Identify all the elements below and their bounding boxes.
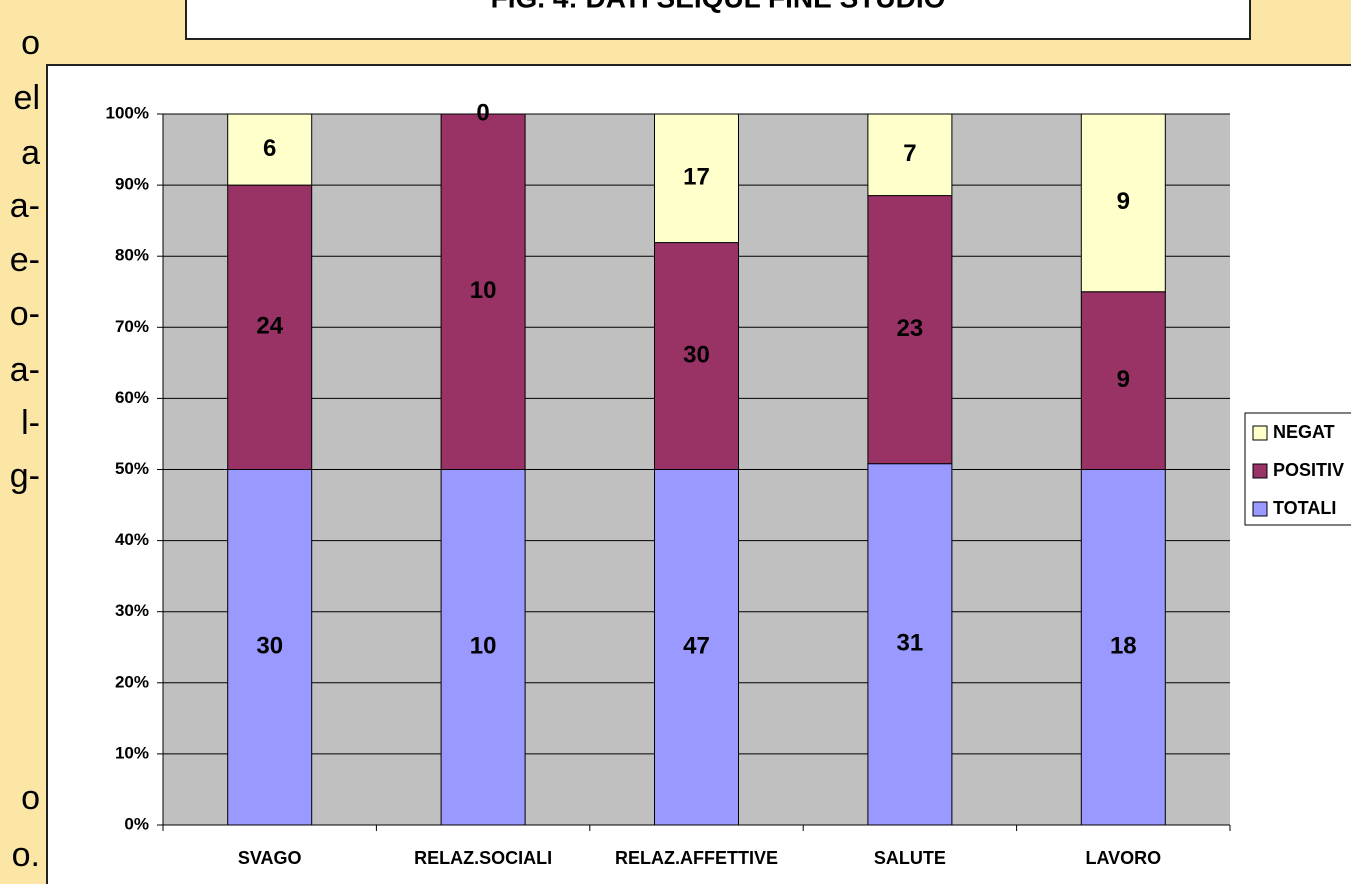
x-tick-label: SVAGO xyxy=(238,848,302,868)
y-tick-label: 80% xyxy=(115,246,149,265)
y-tick-label: 50% xyxy=(115,459,149,478)
data-label: 9 xyxy=(1117,188,1130,215)
legend-swatch xyxy=(1252,501,1268,517)
legend-swatch xyxy=(1252,425,1268,441)
side-text: el xyxy=(14,79,40,117)
side-text: o. xyxy=(12,836,40,874)
data-label: 9 xyxy=(1117,366,1130,393)
y-tick-label: 40% xyxy=(115,530,149,549)
data-label: 30 xyxy=(256,633,283,660)
x-tick-label: LAVORO xyxy=(1085,848,1161,868)
bar-segment xyxy=(654,469,739,826)
y-tick-label: 90% xyxy=(115,175,149,194)
bar-segment xyxy=(440,113,526,470)
y-tick-label: 60% xyxy=(115,388,149,407)
bar-segment xyxy=(654,113,739,244)
data-label: 0 xyxy=(476,99,489,126)
y-tick-label: 30% xyxy=(115,601,149,620)
bar-segment xyxy=(1080,113,1166,293)
y-tick-label: 20% xyxy=(115,672,149,691)
y-tick-label: 10% xyxy=(115,743,149,762)
data-label: 18 xyxy=(1110,633,1137,660)
data-label: 23 xyxy=(897,315,924,342)
side-text: o xyxy=(21,24,40,62)
title-box xyxy=(185,0,1251,40)
side-text: l- xyxy=(21,404,40,442)
x-tick-label: SALUTE xyxy=(874,848,946,868)
x-tick-label: RELAZ.SOCIALI xyxy=(414,848,552,868)
bar-segment xyxy=(1080,291,1166,470)
side-text: o xyxy=(21,779,40,817)
data-label: 7 xyxy=(903,140,916,167)
side-text: a- xyxy=(10,351,40,389)
side-text: e- xyxy=(10,241,40,279)
y-tick-label: 100% xyxy=(106,103,149,122)
bar-segment xyxy=(227,469,313,826)
bar-segment xyxy=(227,184,313,470)
data-label: 6 xyxy=(263,135,276,162)
bar-segment xyxy=(867,463,953,826)
data-label: 47 xyxy=(683,633,710,660)
chart-title: FIG. 4: DATI SEIQUL FINE STUDIO xyxy=(491,0,946,13)
bar-segment xyxy=(227,113,313,186)
data-label: 10 xyxy=(470,277,497,304)
side-text: o- xyxy=(10,295,40,333)
data-label: 10 xyxy=(470,633,497,660)
legend-swatch xyxy=(1252,463,1268,479)
bar-segment xyxy=(1080,469,1166,826)
data-label: 24 xyxy=(256,313,283,340)
legend-label: NEGAT xyxy=(1273,422,1335,442)
legend-label: POSITIV xyxy=(1273,460,1344,480)
data-label: 17 xyxy=(683,164,710,191)
y-tick-label: 70% xyxy=(115,317,149,336)
bar-segment xyxy=(440,469,526,826)
bar-segment xyxy=(867,113,953,197)
y-tick-label: 0% xyxy=(124,814,149,833)
legend-label: TOTALI xyxy=(1273,498,1336,518)
x-tick-label: RELAZ.AFFETTIVE xyxy=(615,848,778,868)
side-text: a- xyxy=(10,187,40,225)
side-text: a xyxy=(21,134,40,172)
side-text: g- xyxy=(10,457,40,495)
data-label: 31 xyxy=(897,630,924,657)
data-label: 30 xyxy=(683,341,710,368)
bar-segment xyxy=(654,242,739,470)
